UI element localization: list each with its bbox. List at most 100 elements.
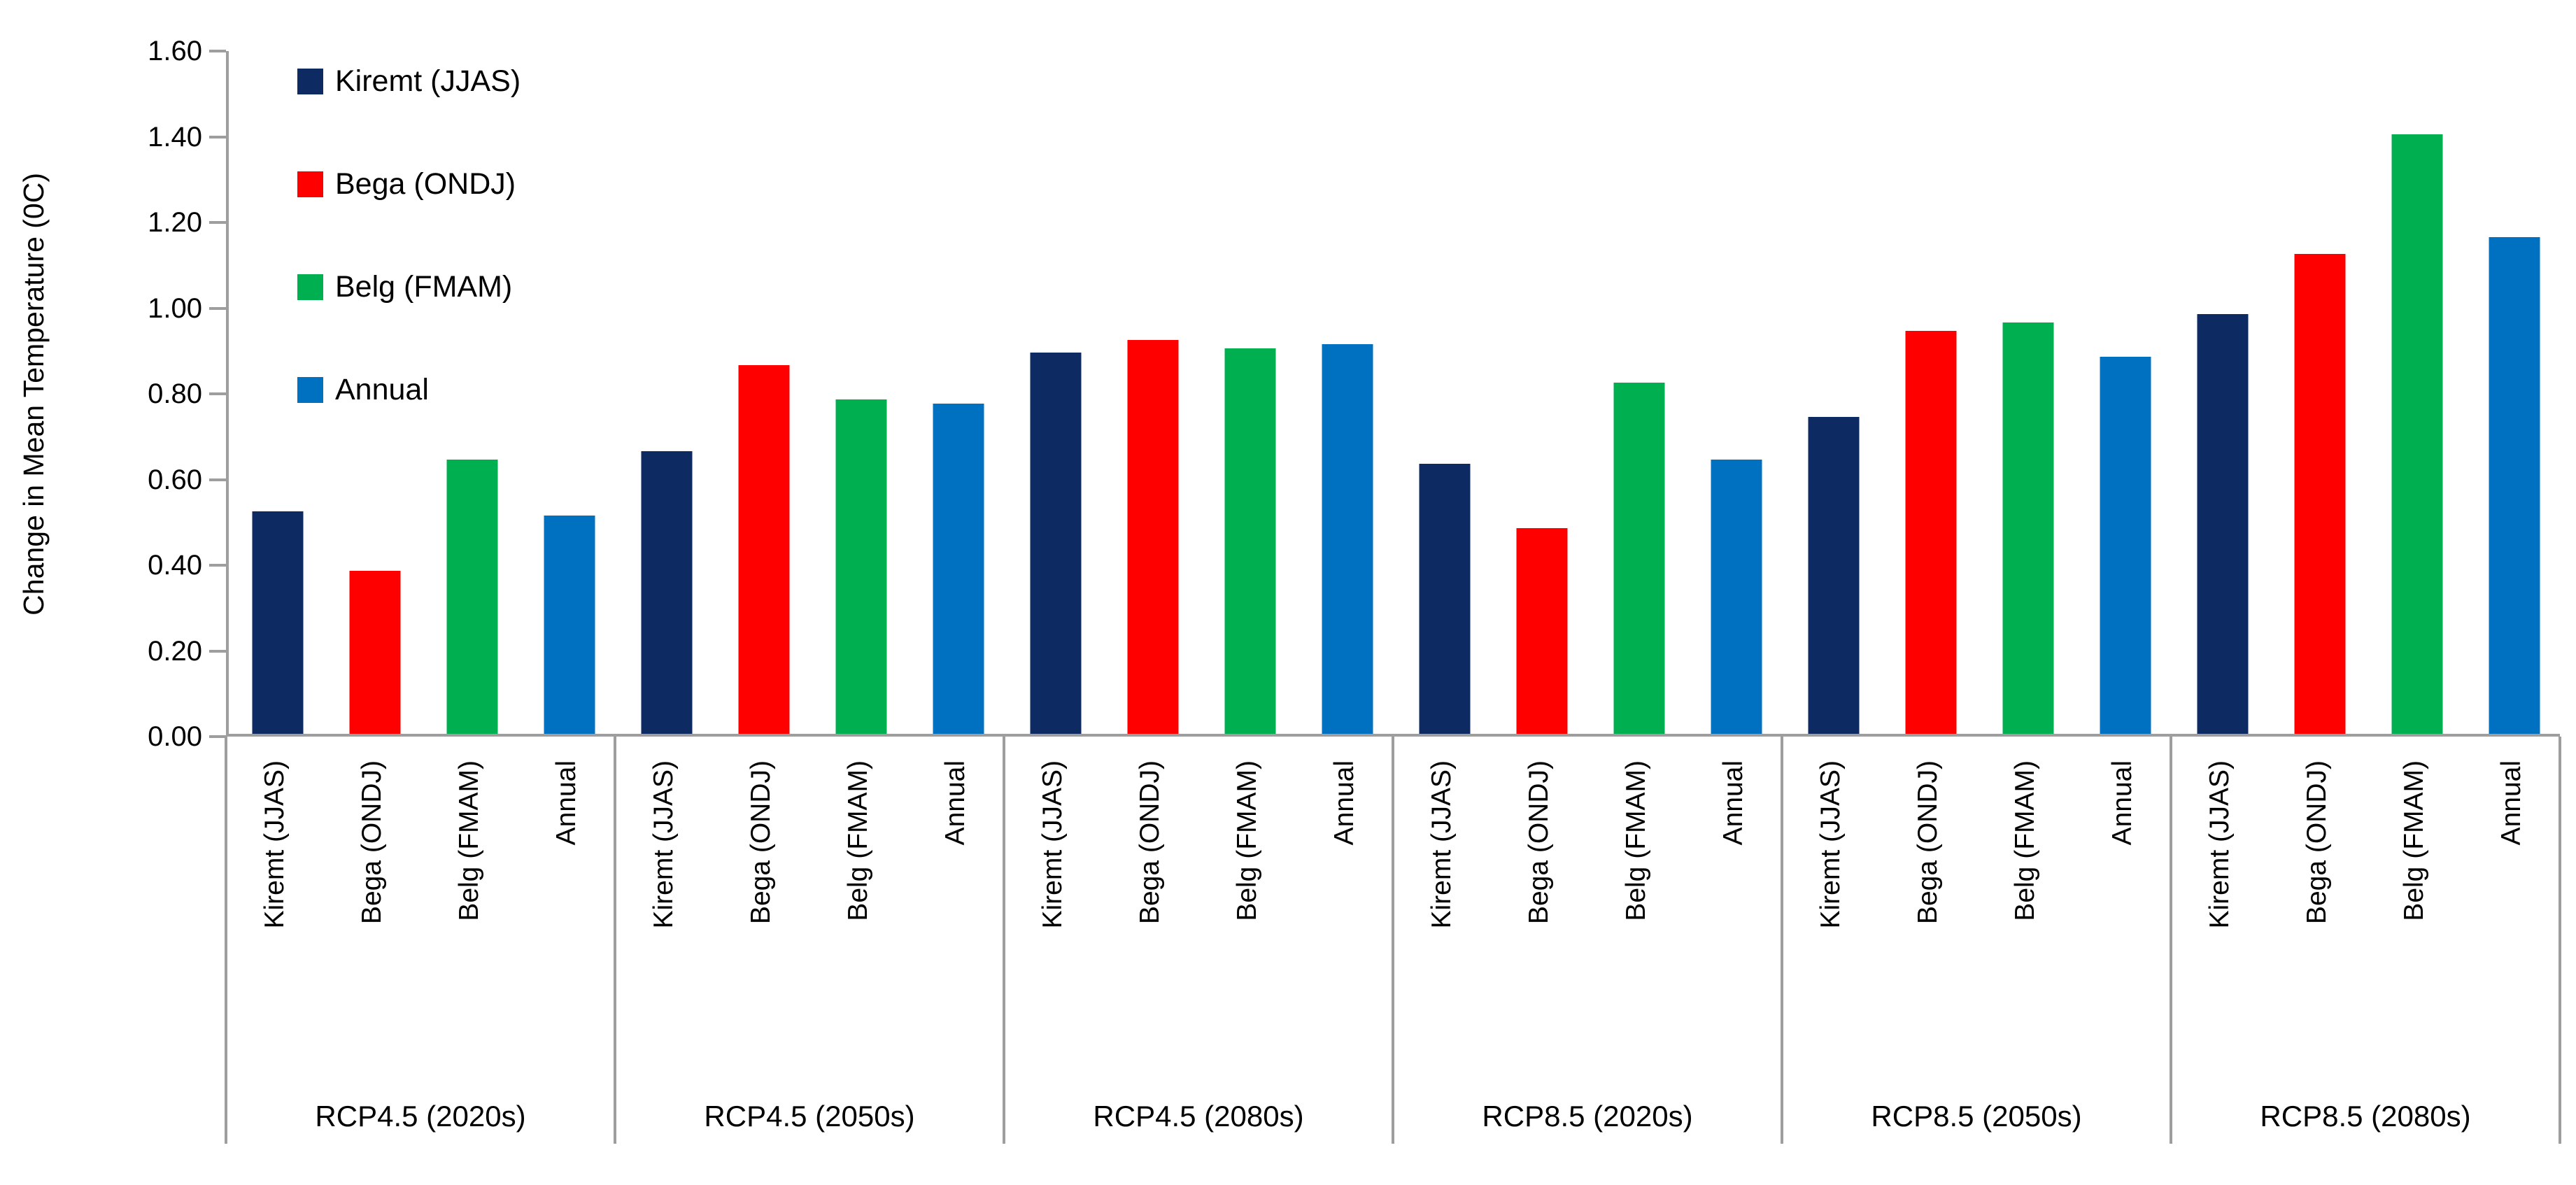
bar-slot — [618, 51, 715, 734]
x-category-label: Bega (ONDJ) — [745, 760, 776, 925]
x-category-label: Kiremt (JJAS) — [1037, 760, 1068, 929]
bar — [1516, 528, 1567, 734]
bar-slot — [1201, 51, 1298, 734]
bar — [1613, 382, 1664, 734]
group-label: RCP4.5 (2050s) — [704, 1100, 915, 1133]
legend-label: Bega (ONDJ) — [335, 167, 516, 201]
bar-slot — [2465, 51, 2563, 734]
group-label: RCP4.5 (2020s) — [315, 1100, 526, 1133]
y-tick-label: 0.00 — [148, 721, 202, 752]
bar-group — [618, 51, 1007, 734]
x-category-label: Belg (FMAM) — [2009, 760, 2040, 921]
bar — [252, 511, 303, 734]
y-tick-mark — [209, 50, 226, 52]
bar-slot — [326, 51, 423, 734]
legend-swatch — [297, 69, 323, 94]
bar — [1905, 331, 1956, 734]
bar-slot — [2174, 51, 2271, 734]
bar-slot — [910, 51, 1007, 734]
legend: Kiremt (JJAS) Bega (ONDJ) Belg (FMAM) Annua… — [297, 66, 521, 405]
plot-area — [226, 51, 2560, 737]
x-category-label: Kiremt (JJAS) — [1815, 760, 1846, 929]
bar — [1419, 464, 1470, 734]
y-tick-label: 1.40 — [148, 121, 202, 152]
group-label: RCP4.5 (2080s) — [1093, 1100, 1304, 1133]
bar — [2197, 313, 2248, 734]
legend-item: Kiremt (JJAS) — [297, 66, 521, 97]
x-category-label: Kiremt (JJAS) — [259, 760, 290, 929]
bar-slot — [2271, 51, 2368, 734]
y-tick-label: 0.80 — [148, 378, 202, 409]
legend-label: Belg (FMAM) — [335, 270, 513, 304]
bar-slot — [1590, 51, 1687, 734]
bar — [835, 399, 886, 734]
group-label: RCP8.5 (2050s) — [1871, 1100, 2082, 1133]
legend-item: Annual — [297, 375, 521, 405]
bar-group — [229, 51, 618, 734]
bar — [2489, 236, 2540, 734]
bar-slot — [1979, 51, 2076, 734]
bar — [446, 460, 497, 734]
legend-label: Kiremt (JJAS) — [335, 64, 521, 98]
bar — [641, 450, 692, 734]
y-tick-mark — [209, 306, 226, 310]
bar-slot — [2368, 51, 2465, 734]
x-category-label: Annual — [940, 760, 970, 846]
x-category-label: Belg (FMAM) — [1231, 760, 1262, 921]
x-category-label: Bega (ONDJ) — [2301, 760, 2332, 925]
x-category-label: Kiremt (JJAS) — [648, 760, 679, 929]
category-separator — [614, 737, 616, 1144]
bar — [1322, 343, 1373, 734]
bar-slot — [1882, 51, 1979, 734]
y-tick-mark — [209, 564, 226, 567]
bar — [2391, 134, 2442, 734]
bar — [933, 404, 984, 734]
bar-slot — [715, 51, 812, 734]
bar-slot — [1493, 51, 1590, 734]
bar — [1711, 460, 1762, 734]
category-separator — [2559, 737, 2561, 1144]
category-separator — [1781, 737, 1783, 1144]
x-category-label: Annual — [1329, 760, 1359, 846]
bar-slot — [1104, 51, 1201, 734]
bar — [2002, 322, 2053, 734]
bar-slot — [229, 51, 326, 734]
x-category-label: Belg (FMAM) — [453, 760, 484, 921]
bar-slot — [521, 51, 618, 734]
x-category-label: Belg (FMAM) — [1620, 760, 1651, 921]
legend-item: Belg (FMAM) — [297, 272, 521, 302]
bar — [738, 365, 789, 734]
bar — [2100, 357, 2151, 734]
x-category-label: Belg (FMAM) — [2398, 760, 2429, 921]
x-category-label: Bega (ONDJ) — [356, 760, 387, 925]
bar-group — [1396, 51, 1785, 734]
legend-label: Annual — [335, 373, 429, 406]
x-category-label: Bega (ONDJ) — [1523, 760, 1554, 925]
bar — [1808, 416, 1859, 734]
group-label: RCP8.5 (2020s) — [1482, 1100, 1693, 1133]
x-category-label: Bega (ONDJ) — [1134, 760, 1165, 925]
x-category-label: Annual — [1718, 760, 1748, 846]
bar-slot — [423, 51, 521, 734]
x-category-label: Annual — [551, 760, 581, 846]
x-category-label: Annual — [2496, 760, 2526, 846]
legend-swatch — [297, 274, 323, 300]
bar — [1224, 348, 1275, 734]
y-tick-mark — [209, 392, 226, 395]
legend-item: Bega (ONDJ) — [297, 169, 521, 199]
y-tick-label: 1.00 — [148, 292, 202, 324]
bar-slot — [812, 51, 910, 734]
y-tick-mark — [209, 735, 226, 738]
legend-swatch — [297, 171, 323, 197]
y-tick-mark — [209, 649, 226, 653]
x-category-label: Belg (FMAM) — [842, 760, 873, 921]
category-separator — [2170, 737, 2172, 1144]
bar-slot — [2076, 51, 2174, 734]
category-separator — [225, 737, 227, 1144]
bar-slot — [1007, 51, 1104, 734]
y-tick-label: 0.40 — [148, 550, 202, 581]
bar — [1127, 339, 1178, 734]
x-category-label: Annual — [2107, 760, 2137, 846]
y-axis-title-wrap: Change in Mean Temperature (0C) — [13, 51, 55, 737]
